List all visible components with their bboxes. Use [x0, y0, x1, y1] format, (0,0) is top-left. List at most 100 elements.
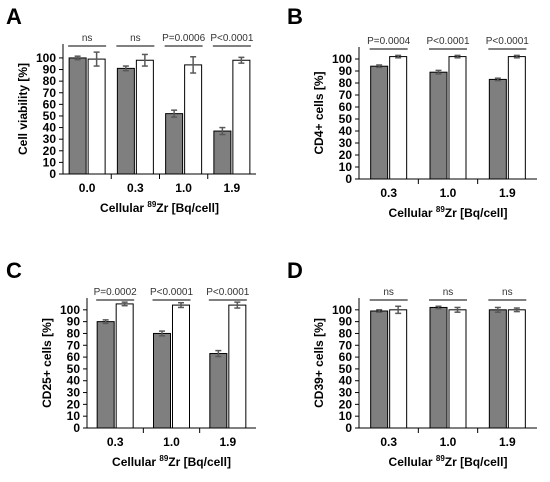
significance-label: P<0.0001 [426, 36, 470, 47]
y-tick-label: 40 [339, 374, 353, 388]
y-tick-label: 0 [345, 172, 352, 186]
bar [87, 58, 106, 175]
bar [507, 56, 526, 180]
x-axis-label: Cellular 89Zr [Bq/cell] [100, 200, 219, 215]
x-tick-label: 1.9 [499, 186, 516, 200]
bar [116, 67, 135, 175]
bar [232, 59, 251, 175]
bar [389, 56, 408, 180]
bar [96, 321, 115, 429]
y-tick-label: 70 [339, 338, 353, 352]
bar [209, 353, 228, 429]
y-tick-label: 80 [67, 326, 81, 340]
bar [488, 309, 507, 429]
y-tick-label: 10 [43, 155, 57, 169]
y-axis-label: Cell viability [%] [16, 63, 30, 155]
y-tick-label: 100 [332, 303, 352, 317]
y-tick-label: 100 [332, 52, 352, 66]
bar [68, 57, 87, 175]
y-tick-label: 50 [43, 109, 57, 123]
x-tick-label: 0.3 [380, 435, 397, 449]
x-axis-label: Cellular 89Zr [Bq/cell] [389, 205, 508, 220]
x-tick-label: 0.3 [380, 186, 397, 200]
x-axis-label: Cellular 89Zr [Bq/cell] [389, 454, 508, 469]
y-tick-label: 30 [339, 386, 353, 400]
y-tick-label: 70 [43, 86, 57, 100]
significance-label: ns [502, 287, 513, 298]
y-tick-label: 90 [43, 63, 57, 77]
significance-label: P=0.0002 [94, 287, 138, 298]
bar [507, 309, 526, 429]
y-tick-label: 50 [339, 362, 353, 376]
x-tick-label: 1.0 [440, 435, 457, 449]
x-tick-label: 1.9 [499, 435, 516, 449]
bar [172, 304, 190, 429]
y-tick-label: 60 [67, 350, 81, 364]
bar [213, 130, 232, 175]
x-tick-label: 1.0 [175, 181, 192, 195]
y-axis-label: CD25+ cells [%] [40, 318, 54, 408]
x-tick-label: 0.0 [79, 181, 96, 195]
y-tick-label: 10 [339, 160, 353, 174]
x-tick-label: 0.3 [127, 181, 144, 195]
y-tick-label: 50 [67, 362, 81, 376]
y-axis-label: CD4+ cells [%] [312, 71, 326, 154]
y-tick-label: 10 [67, 409, 81, 423]
y-tick-label: 0 [345, 421, 352, 435]
y-tick-label: 60 [43, 97, 57, 111]
y-tick-label: 30 [67, 386, 81, 400]
bar [370, 310, 389, 429]
significance-label: P<0.0001 [210, 33, 254, 44]
y-tick-label: 40 [339, 124, 353, 138]
y-tick-label: 90 [339, 64, 353, 78]
y-tick-label: 20 [339, 397, 353, 411]
y-tick-label: 90 [339, 315, 353, 329]
y-tick-label: 20 [339, 148, 353, 162]
x-tick-label: 1.9 [219, 435, 236, 449]
y-tick-label: 100 [36, 51, 56, 65]
y-tick-label: 80 [339, 326, 353, 340]
bar [448, 56, 467, 180]
y-tick-label: 90 [67, 315, 81, 329]
bar [165, 113, 184, 175]
panel-letter: C [6, 258, 22, 283]
bar [429, 71, 448, 180]
y-tick-label: 30 [339, 136, 353, 150]
y-tick-label: 60 [339, 100, 353, 114]
significance-label: P=0.0006 [162, 33, 206, 44]
y-tick-label: 70 [67, 338, 81, 352]
bar [448, 309, 467, 429]
x-tick-label: 0.3 [107, 435, 124, 449]
significance-label: ns [82, 33, 93, 44]
y-tick-label: 100 [60, 303, 80, 317]
bar [153, 332, 171, 429]
bar [370, 65, 389, 180]
y-tick-label: 40 [67, 374, 81, 388]
y-tick-label: 80 [339, 76, 353, 90]
x-tick-label: 1.0 [163, 435, 180, 449]
bar [135, 59, 154, 175]
x-axis-label: Cellular 89Zr [Bq/cell] [112, 454, 231, 469]
panel-letter: A [6, 4, 22, 29]
bar [184, 64, 203, 175]
y-tick-label: 30 [43, 132, 57, 146]
y-axis-label: CD39+ cells [%] [312, 318, 326, 408]
significance-label: P<0.0001 [206, 287, 250, 298]
bar [115, 303, 134, 429]
y-tick-label: 0 [49, 167, 56, 181]
bar [228, 304, 247, 429]
significance-label: P<0.0001 [486, 36, 530, 47]
panel-letter: D [287, 258, 303, 283]
x-tick-label: 1.9 [224, 181, 241, 195]
y-tick-label: 40 [43, 121, 57, 135]
y-tick-label: 80 [43, 74, 57, 88]
significance-label: ns [443, 287, 454, 298]
y-tick-label: 20 [43, 144, 57, 158]
bar [389, 309, 408, 429]
y-tick-label: 70 [339, 88, 353, 102]
